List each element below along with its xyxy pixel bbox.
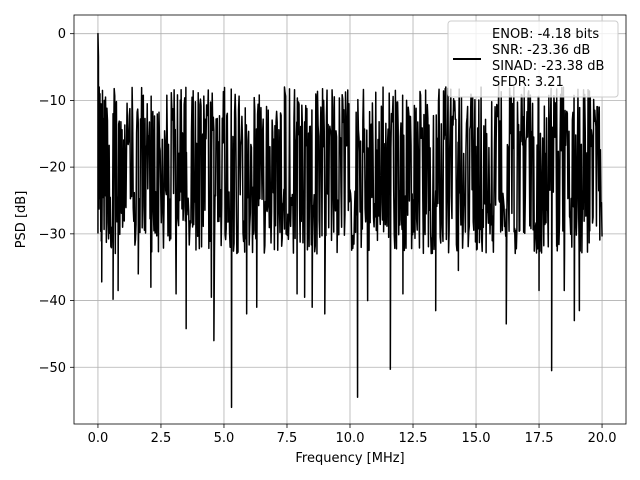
- x-tick-label: 7.5: [277, 431, 298, 446]
- legend-entry: SFDR: 3.21: [492, 75, 564, 90]
- x-tick-label: 20.0: [588, 431, 617, 446]
- y-tick-label: −10: [39, 94, 66, 109]
- x-tick-label: 0.0: [88, 431, 109, 446]
- x-axis-title: Frequency [MHz]: [295, 451, 404, 466]
- y-tick-label: −30: [39, 227, 66, 242]
- y-tick-label: −20: [39, 161, 66, 176]
- y-axis-title: PSD [dB]: [14, 191, 29, 249]
- y-tick-label: −40: [39, 294, 66, 309]
- psd-series-line: [97, 32, 603, 409]
- legend-entry: SINAD: -23.38 dB: [492, 59, 604, 74]
- legend-frame: [447, 20, 619, 98]
- x-tick-label: 10.0: [336, 431, 365, 446]
- series-layer: [97, 32, 603, 409]
- x-tick-label: 2.5: [151, 431, 172, 446]
- y-tick-label: −50: [39, 361, 66, 376]
- x-tick-label: 5.0: [214, 431, 235, 446]
- y-tick-label: 0: [58, 27, 66, 42]
- x-tick-label: 15.0: [462, 431, 491, 446]
- legend: ENOB: -4.18 bits SNR: -23.36 dB SINAD: -…: [447, 20, 619, 98]
- x-tick-label: 17.5: [525, 431, 554, 446]
- x-tick-label: 12.5: [399, 431, 428, 446]
- legend-entry: ENOB: -4.18 bits: [492, 27, 599, 42]
- legend-entry: SNR: -23.36 dB: [492, 43, 590, 58]
- ticks: 0.0 2.5 5.0 7.5 10.0 12.5 15.0 17.5 20.0 0 −10 −20 −…: [39, 27, 617, 446]
